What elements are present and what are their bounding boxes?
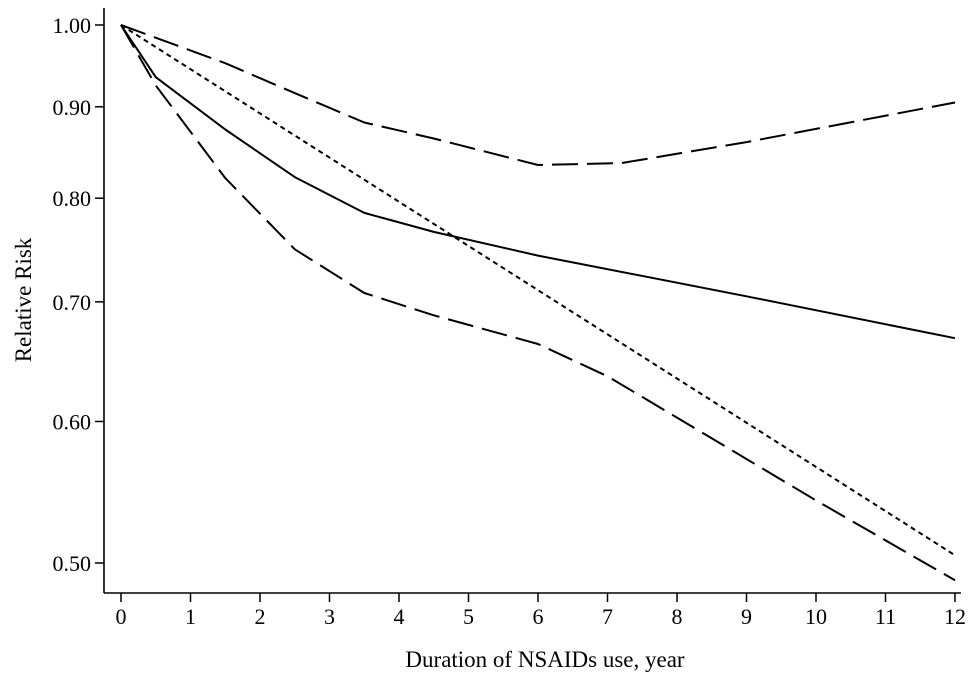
y-axis-ticks: 0.50 0.60 0.70 0.80 0.90 1.00 — [53, 13, 104, 576]
x-tick-label: 5 — [463, 604, 474, 629]
x-axis-ticks: 0 1 2 3 4 5 6 7 8 9 10 11 12 — [116, 593, 966, 629]
upper-ci-line — [120, 24, 956, 166]
x-tick-label: 2 — [255, 604, 266, 629]
estimate-line — [120, 24, 956, 340]
x-tick-label: 6 — [533, 604, 544, 629]
y-tick-label: 0.80 — [53, 186, 92, 211]
x-tick-label: 8 — [672, 604, 683, 629]
x-tick-label: 10 — [805, 604, 827, 629]
x-tick-label: 9 — [741, 604, 752, 629]
series-lines — [120, 24, 956, 582]
x-tick-label: 3 — [324, 604, 335, 629]
y-axis-label: Relative Risk — [11, 237, 36, 362]
y-tick-label: 1.00 — [53, 13, 92, 38]
x-axis-label: Duration of NSAIDs use, year — [405, 647, 684, 672]
x-tick-label: 0 — [116, 604, 127, 629]
x-tick-label: 7 — [602, 604, 613, 629]
x-tick-label: 12 — [944, 604, 966, 629]
y-tick-label: 0.60 — [53, 409, 92, 434]
axes — [103, 8, 961, 594]
x-tick-label: 4 — [394, 604, 405, 629]
x-tick-label: 11 — [875, 604, 896, 629]
linear-trend-line — [120, 24, 956, 557]
lower-ci-line — [120, 24, 956, 582]
x-tick-label: 1 — [185, 604, 196, 629]
y-tick-label: 0.70 — [53, 290, 92, 315]
y-tick-label: 0.50 — [53, 551, 92, 576]
y-tick-label: 0.90 — [53, 95, 92, 120]
